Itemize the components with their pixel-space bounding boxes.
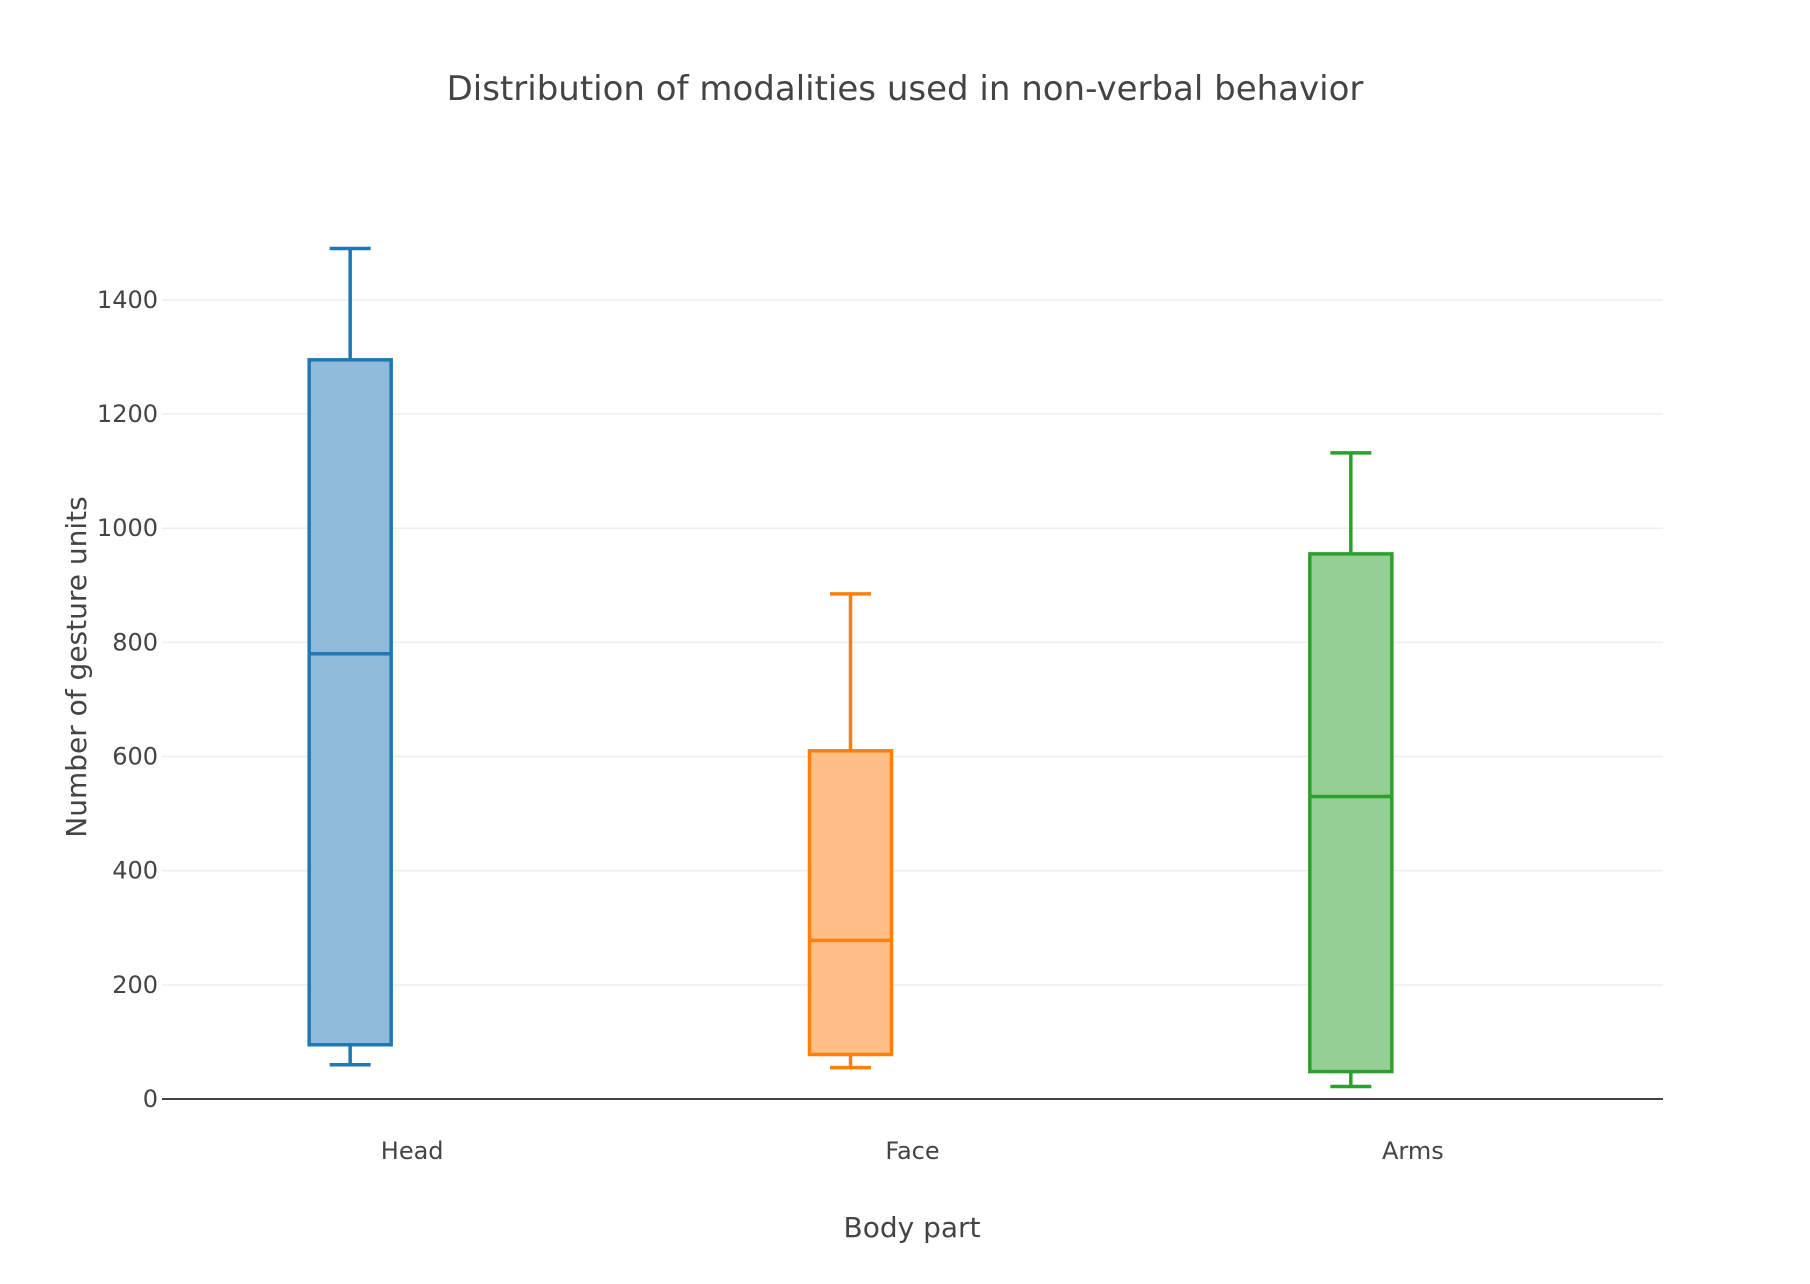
x-tick-label-head: Head [381, 1137, 444, 1165]
box-arms [1308, 451, 1394, 1089]
iqr-box-arms [1308, 552, 1394, 1074]
iqr-box-face [807, 749, 894, 1057]
y-tick-label-200: 200 [112, 971, 158, 999]
x-tick-label-arms: Arms [1382, 1137, 1444, 1165]
y-tick-label-600: 600 [112, 743, 158, 771]
x-axis-ticks: Head Face Arms [381, 1137, 1444, 1165]
y-tick-label-0: 0 [143, 1085, 158, 1113]
x-tick-label-face: Face [885, 1137, 939, 1165]
y-axis-title: Number of gesture units [60, 496, 93, 837]
iqr-box-head [307, 358, 393, 1047]
box-face [807, 592, 894, 1070]
y-tick-label-1200: 1200 [97, 400, 158, 428]
y-tick-label-800: 800 [112, 628, 158, 656]
y-axis-ticks: 0 200 400 600 800 1000 1200 1400 [97, 286, 158, 1113]
x-axis-title: Body part [843, 1211, 980, 1244]
box-head [307, 246, 393, 1067]
gridlines [162, 299, 1663, 986]
y-tick-label-1000: 1000 [97, 514, 158, 542]
chart-title: Distribution of modalities used in non-v… [447, 69, 1364, 109]
box-series [307, 246, 1394, 1089]
y-tick-label-400: 400 [112, 857, 158, 885]
y-tick-label-1400: 1400 [97, 286, 158, 314]
